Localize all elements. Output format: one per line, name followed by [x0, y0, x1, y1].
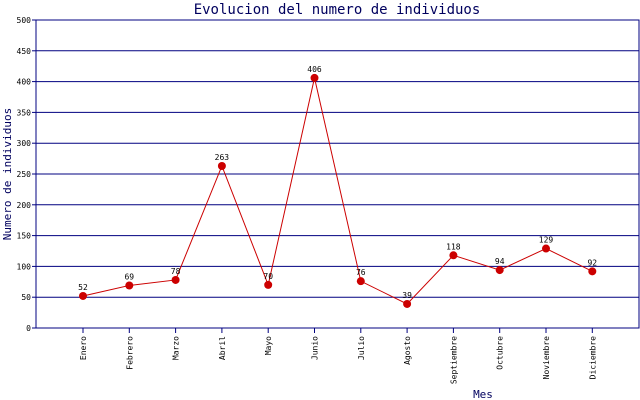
x-tick-label: Julio — [357, 336, 366, 360]
x-tick-label: Noviembre — [542, 336, 551, 380]
x-axis: Enero Febrero Marzo Abril Mayo Junio Julio Agos… — [79, 328, 597, 384]
series-line — [82, 77, 593, 305]
data-point — [171, 275, 180, 284]
data-point — [264, 280, 273, 289]
data-point — [125, 281, 134, 290]
x-tick-label: Junio — [311, 336, 320, 360]
grid — [36, 50, 639, 298]
y-tick-label: 100 — [17, 262, 32, 271]
data-point — [495, 266, 504, 275]
y-tick-label: 150 — [17, 232, 32, 241]
data-label: 129 — [539, 236, 554, 245]
data-label: 92 — [587, 258, 597, 267]
data-point — [588, 267, 597, 276]
y-tick-label: 350 — [17, 108, 32, 117]
y-tick-label: 250 — [17, 170, 32, 179]
x-tick-label: Febrero — [125, 336, 134, 370]
data-label: 69 — [124, 272, 134, 281]
x-axis-label: Mes — [473, 388, 493, 400]
data-point — [310, 73, 319, 82]
data-label: 39 — [402, 291, 412, 300]
y-axis-label: Numero de individuos — [1, 108, 14, 240]
x-tick-label: Diciembre — [588, 336, 597, 380]
chart-title: Evolucion del numero de individuos — [194, 2, 481, 18]
data-label: 263 — [215, 153, 230, 162]
x-tick-label: Marzo — [172, 336, 181, 360]
data-label: 70 — [263, 272, 273, 281]
data-point — [542, 244, 550, 253]
x-tick-label: Octubre — [496, 336, 505, 370]
y-tick-label: 500 — [17, 16, 32, 25]
y-tick-label: 200 — [17, 201, 32, 210]
y-tick-label: 50 — [21, 293, 31, 302]
y-tick-label: 400 — [17, 78, 32, 87]
data-label: 52 — [78, 283, 88, 292]
x-tick-label: Abril — [218, 336, 227, 360]
y-tick-label: 0 — [26, 324, 31, 333]
data-label: 94 — [495, 257, 505, 266]
y-tick-label: 450 — [17, 47, 32, 56]
data-point — [217, 161, 226, 170]
x-tick-label: Septiembre — [449, 336, 458, 384]
y-tick-label: 300 — [17, 139, 32, 148]
x-tick-label: Agosto — [403, 336, 412, 365]
data-label: 76 — [356, 268, 366, 277]
data-point — [403, 299, 412, 308]
data-point — [449, 251, 458, 260]
x-tick-label: Mayo — [264, 336, 273, 355]
y-axis: 0 50 100 150 200 250 300 350 400 450 500 — [17, 16, 36, 333]
series: 52 69 78 263 70 406 76 39 118 94 129 92 — [78, 65, 597, 308]
data-point — [356, 277, 365, 286]
data-label: 78 — [171, 267, 181, 276]
x-tick-label: Enero — [79, 336, 88, 360]
data-label: 406 — [307, 65, 322, 74]
data-point — [79, 291, 87, 300]
data-label: 118 — [446, 242, 461, 251]
